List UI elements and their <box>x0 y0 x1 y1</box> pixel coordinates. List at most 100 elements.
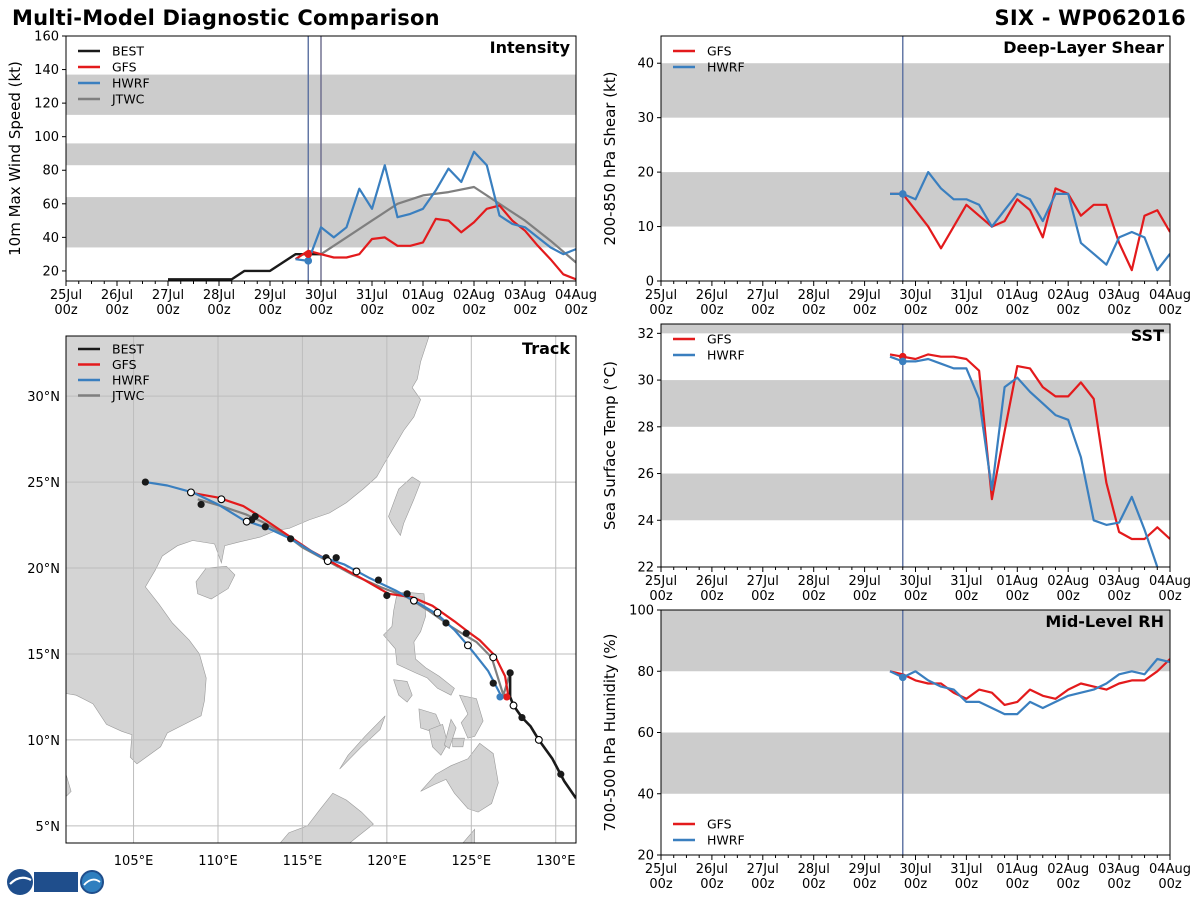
track-xtick-label: 115°E <box>283 854 323 869</box>
land-cebu <box>443 718 457 749</box>
sst-xtick-hour: 00z <box>1057 589 1081 604</box>
logo-seal <box>80 870 104 894</box>
track-marker-best-open <box>323 557 332 566</box>
intensity-xtick-date: 26Jul <box>101 288 133 303</box>
sst-ytick-label: 28 <box>637 420 654 435</box>
track-ytick-label: 10°N <box>27 734 60 749</box>
rh-xtick-date: 25Jul <box>645 862 677 877</box>
shear-series-gfs <box>890 187 1170 272</box>
rh-xtick-date: 29Jul <box>848 862 880 877</box>
shear-xtick-hour: 00z <box>1107 303 1131 318</box>
rh-xtick-date: 01Aug <box>996 862 1038 877</box>
shear-ytick-label: 0 <box>646 275 654 290</box>
track-marker-best-open <box>242 517 251 526</box>
shear-xtick-hour: 00z <box>802 303 826 318</box>
rh-xtick-hour: 00z <box>853 877 877 892</box>
track-xtick-label: 125°E <box>452 854 492 869</box>
track-marker-best-filled <box>489 679 497 687</box>
rh-xtick-date: 28Jul <box>798 862 830 877</box>
sst-xtick-hour: 00z <box>751 589 775 604</box>
rh-band-1 <box>661 610 1170 672</box>
rh-xtick-date: 26Jul <box>696 862 728 877</box>
intensity-xtick-date: 28Jul <box>203 288 235 303</box>
intensity-title: Intensity <box>490 38 571 57</box>
sst-xtick-date: 25Jul <box>645 574 677 589</box>
track-ytick-label: 25°N <box>27 476 60 491</box>
sst-xtick-date: 01Aug <box>996 574 1038 589</box>
intensity-ytick-label: 60 <box>42 197 59 212</box>
sst-init-point-hwrf <box>898 357 907 366</box>
intensity-xtick-date: 30Jul <box>305 288 337 303</box>
track-ytick-label: 30°N <box>27 390 60 405</box>
shear-xtick-hour: 00z <box>649 303 673 318</box>
land-mainland <box>66 336 430 765</box>
track-frame <box>65 335 577 844</box>
intensity-ytick-label: 20 <box>42 264 59 279</box>
track-marker-best-open <box>463 641 472 650</box>
intensity-ytick-label: 160 <box>34 30 59 45</box>
track-xtick-label: 120°E <box>367 854 407 869</box>
rh-xtick-date: 03Aug <box>1098 862 1140 877</box>
sst-xtick-date: 02Aug <box>1047 574 1089 589</box>
intensity-ylabel: 10m Max Wind Speed (kt) <box>6 61 24 256</box>
intensity-xtick-date: 25Jul <box>50 288 82 303</box>
shear-xtick-date: 04Aug <box>1149 288 1191 303</box>
track-marker-best-open <box>509 701 518 710</box>
rh-ytick-label: 60 <box>637 726 654 741</box>
shear-xtick-date: 03Aug <box>1098 288 1140 303</box>
shear-series-hwrf <box>890 171 1170 272</box>
track-marker-best-filled <box>197 500 205 509</box>
rh-xtick-hour: 00z <box>904 877 928 892</box>
intensity-xtick-date: 02Aug <box>453 288 495 303</box>
shear-xtick-date: 27Jul <box>747 288 779 303</box>
sst-xtick-hour: 00z <box>1158 589 1182 604</box>
track-legend-label-best: BEST <box>112 342 144 357</box>
rh-ytick-label: 80 <box>637 665 654 680</box>
sst-ylabel: Sea Surface Temp (°C) <box>601 361 619 530</box>
sst-ytick-label: 24 <box>637 514 654 529</box>
intensity-xtick-date: 03Aug <box>504 288 546 303</box>
rh-legend-label-gfs: GFS <box>707 817 732 832</box>
shear-xtick-date: 02Aug <box>1047 288 1089 303</box>
logo-swoosh <box>9 876 32 885</box>
land-mindoro <box>393 679 413 703</box>
track-marker-best-filled <box>374 576 383 584</box>
shear-legend-label-hwrf: HWRF <box>707 60 745 75</box>
sst-xtick-hour: 00z <box>853 589 877 604</box>
rh-xtick-hour: 00z <box>1107 877 1131 892</box>
shear-xtick-hour: 00z <box>1006 303 1030 318</box>
shear-title: Deep-Layer Shear <box>1003 38 1164 57</box>
sst-xtick-date: 28Jul <box>798 574 830 589</box>
track-marker-best-filled <box>557 770 565 778</box>
intensity-xtick-date: 27Jul <box>152 288 184 303</box>
track-ytick-label: 20°N <box>27 562 60 577</box>
panel-sst: 22242628303225Jul00z26Jul00z27Jul00z28Ju… <box>601 323 1191 604</box>
intensity-xtick-hour: 00z <box>258 303 282 318</box>
shear-xtick-hour: 00z <box>853 303 877 318</box>
shear-xtick-date: 26Jul <box>696 288 728 303</box>
rh-xtick-hour: 00z <box>1057 877 1081 892</box>
rh-ytick-label: 100 <box>629 604 654 619</box>
sst-xtick-date: 27Jul <box>747 574 779 589</box>
panel-shear: 01020304025Jul00z26Jul00z27Jul00z28Jul00… <box>601 35 1191 318</box>
shear-xtick-hour: 00z <box>1158 303 1182 318</box>
intensity-legend-label-jtwc: JTWC <box>111 92 145 107</box>
sst-xtick-hour: 00z <box>955 589 979 604</box>
intensity-ytick-label: 40 <box>42 231 59 246</box>
rh-legend-label-hwrf: HWRF <box>707 833 745 848</box>
land-borneo <box>210 792 374 843</box>
track-marker-best-open <box>534 735 543 744</box>
track-marker-best-open <box>409 596 418 605</box>
shear-init-point-hwrf <box>898 190 907 198</box>
track-legend-label-jtwc: JTWC <box>111 388 145 403</box>
shear-xtick-hour: 00z <box>955 303 979 318</box>
track-marker-best-filled <box>141 478 149 486</box>
intensity-xtick-hour: 00z <box>513 303 537 318</box>
track-marker-best-filled <box>518 713 526 722</box>
intensity-xtick-hour: 00z <box>309 303 333 318</box>
sst-title: SST <box>1131 326 1164 345</box>
track-map-area <box>66 336 576 843</box>
intensity-xtick-date: 01Aug <box>402 288 444 303</box>
intensity-series-best <box>168 252 321 281</box>
